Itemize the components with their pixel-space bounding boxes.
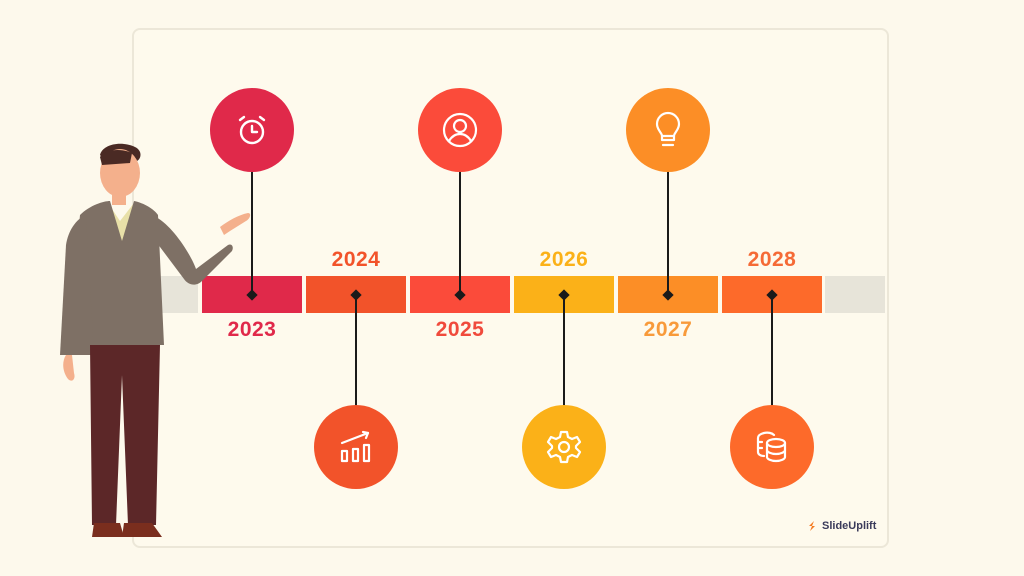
year-label-2027: 2027: [643, 318, 693, 341]
milestone-2026-circle: [522, 405, 606, 489]
gear-icon: [546, 430, 582, 464]
milestone-2025-circle: [418, 88, 502, 172]
connector-2026: [563, 295, 565, 407]
brand-name: SlideUplift: [822, 520, 877, 532]
year-label-2024: 2024: [331, 248, 381, 271]
milestone-2028-circle: [730, 405, 814, 489]
connector-2024: [355, 295, 357, 415]
connector-2028: [771, 295, 773, 407]
milestone-2027-circle: [626, 88, 710, 172]
year-label-2023: 2023: [227, 318, 277, 341]
lightbulb-icon: [655, 111, 681, 147]
presenter-illustration: [60, 143, 251, 537]
alarm-clock-icon: [238, 115, 266, 145]
year-label-2026: 2026: [539, 248, 589, 271]
brand-logo: SlideUplift: [806, 520, 876, 532]
growth-chart-icon: [340, 430, 371, 463]
milestone-2024-circle: [314, 405, 398, 489]
user-profile-icon: [442, 112, 478, 148]
timeline-track-end: [825, 276, 885, 313]
connector-2025: [459, 170, 461, 295]
connector-2023: [251, 170, 253, 295]
year-label-2025: 2025: [435, 318, 485, 341]
slideuplift-logo-icon: [809, 521, 815, 531]
connector-2027: [667, 170, 669, 295]
year-label-2028: 2028: [747, 248, 797, 271]
database-coins-icon: [756, 431, 787, 463]
milestone-2023-circle: [210, 88, 294, 172]
